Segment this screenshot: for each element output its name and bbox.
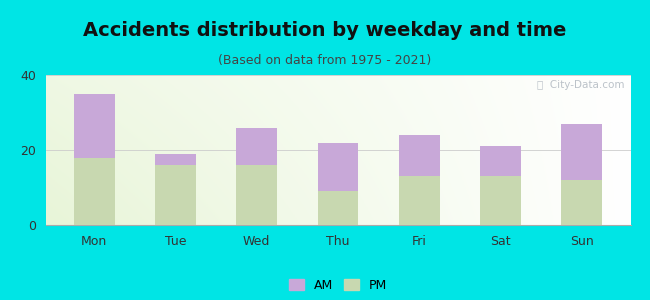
Text: (Based on data from 1975 - 2021): (Based on data from 1975 - 2021) — [218, 54, 432, 67]
Bar — [74, 158, 114, 225]
Bar — [237, 128, 277, 165]
Text: ⓘ  City-Data.com: ⓘ City-Data.com — [537, 80, 625, 89]
Bar — [74, 94, 114, 158]
Bar — [318, 142, 358, 191]
Bar — [562, 124, 602, 180]
Bar — [562, 180, 602, 225]
Bar — [318, 191, 358, 225]
Bar — [399, 176, 439, 225]
Bar — [155, 154, 196, 165]
Text: Accidents distribution by weekday and time: Accidents distribution by weekday and ti… — [83, 21, 567, 40]
Bar — [480, 146, 521, 176]
Bar — [399, 135, 439, 176]
Legend: AM, PM: AM, PM — [284, 274, 392, 297]
Bar — [237, 165, 277, 225]
Bar — [480, 176, 521, 225]
Bar — [155, 165, 196, 225]
